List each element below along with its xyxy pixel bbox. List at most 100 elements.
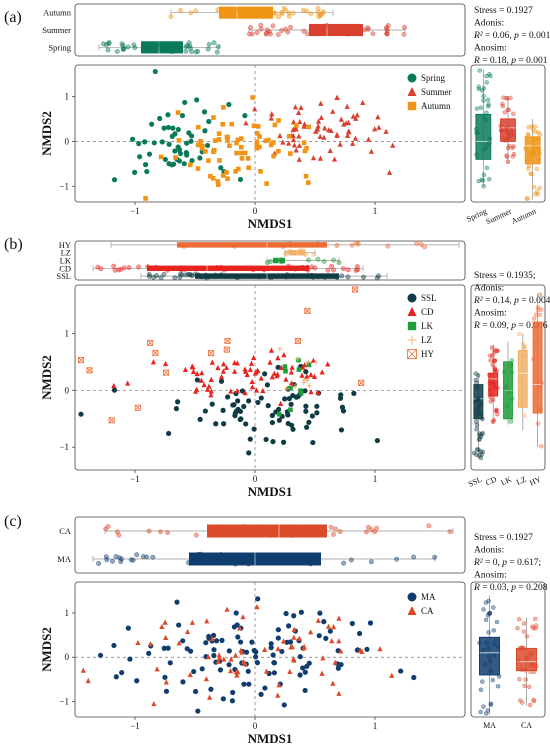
- point-Autumn: [266, 137, 271, 143]
- point-SSL: [374, 437, 380, 444]
- point-MA: [298, 609, 304, 615]
- point-MA: [146, 650, 152, 656]
- side-jitter-point: [473, 419, 479, 425]
- side-jitter-point: [484, 142, 489, 148]
- side-jitter-point: [493, 638, 498, 643]
- side-jitter-point: [522, 683, 527, 689]
- side-jitter-point: [538, 384, 543, 390]
- point-Autumn: [254, 139, 260, 145]
- jitter-point: [151, 274, 157, 280]
- side-tick-label: SSL: [467, 475, 483, 489]
- point-SSL: [173, 406, 180, 412]
- side-jitter-point: [530, 150, 536, 156]
- side-jitter-point: [509, 370, 515, 375]
- side-jitter-point: [502, 110, 508, 115]
- jitter-point: [290, 533, 295, 539]
- top-row-label: CA: [59, 526, 72, 536]
- y-tick-label: 1: [65, 91, 70, 101]
- jitter-point: [104, 557, 110, 563]
- box-Spring: [141, 41, 183, 54]
- stats-fragment: = 0.617;: [507, 558, 541, 568]
- point-HY: [223, 346, 230, 353]
- x-tick-label: 1: [373, 206, 378, 216]
- point-Autumn: [254, 143, 260, 148]
- side-jitter-point: [508, 419, 514, 424]
- stats-text: Stress = 0.1927 Adonis: R² = 0.06, p = 0.0…: [473, 6, 550, 66]
- side-jitter-point: [483, 600, 489, 605]
- point-Spring: [165, 112, 171, 118]
- side-jitter-point: [534, 166, 540, 172]
- point-MA: [270, 652, 276, 658]
- jitter-point: [384, 28, 390, 34]
- point-SSL: [175, 399, 181, 405]
- side-boxplot-frame: [470, 284, 546, 471]
- side-jitter-point: [491, 605, 496, 610]
- panel-c: (c) CA MA Stress = 0.1927 Adonis: R² = 0, p =…: [4, 513, 548, 746]
- point-MA: [211, 652, 217, 659]
- point-Autumn: [272, 122, 278, 128]
- point-CA: [331, 624, 337, 630]
- side-jitter-point: [505, 145, 511, 151]
- jitter-point: [218, 554, 224, 560]
- jitter-point: [103, 42, 109, 48]
- jitter-point: [215, 44, 221, 50]
- point-SSL: [282, 396, 288, 402]
- point-HY: [147, 339, 154, 346]
- point-MA: [113, 674, 119, 680]
- side-jitter-point: [479, 177, 484, 183]
- jitter-point: [103, 554, 109, 560]
- jitter-point: [256, 529, 262, 535]
- jitter-point: [340, 266, 346, 272]
- side-jitter-point: [506, 143, 512, 149]
- point-MA: [97, 652, 104, 658]
- point-Autumn: [236, 166, 241, 172]
- jitter-point: [333, 526, 339, 532]
- point-LK: [276, 411, 282, 417]
- point-MA: [134, 678, 140, 684]
- point-Summer: [286, 140, 292, 146]
- side-jitter-point: [520, 645, 525, 651]
- jitter-point: [286, 263, 291, 269]
- side-jitter-point: [516, 616, 522, 622]
- point-Autumn: [195, 166, 201, 171]
- point-MA: [213, 638, 220, 644]
- jitter-point: [114, 49, 120, 54]
- side-jitter-point: [494, 348, 500, 354]
- jitter-point: [208, 526, 214, 532]
- point-HY: [163, 369, 170, 376]
- point-Spring: [172, 148, 178, 154]
- side-jitter-point: [488, 358, 493, 363]
- point-SSL: [166, 430, 172, 437]
- point-Spring: [197, 155, 203, 161]
- jitter-point: [96, 561, 102, 566]
- stats-line: Adonis:: [474, 546, 504, 556]
- point-Summer: [354, 112, 360, 118]
- point-Autumn: [188, 162, 193, 168]
- side-jitter-point: [477, 640, 482, 646]
- jitter-point: [112, 267, 118, 273]
- top-row-label: MA: [57, 554, 72, 564]
- side-jitter-point: [491, 653, 497, 658]
- point-MA: [271, 670, 277, 676]
- jitter-point: [401, 31, 407, 37]
- jitter-point: [308, 11, 314, 17]
- point-Summer: [280, 139, 286, 145]
- y-axis-label: NMDS2: [39, 355, 54, 400]
- jitter-point: [158, 275, 164, 281]
- point-Summer: [345, 128, 352, 134]
- jitter-point: [173, 41, 179, 47]
- side-jitter-point: [473, 126, 479, 132]
- point-Spring: [181, 161, 187, 167]
- point-HY-d2: [208, 350, 214, 357]
- point-Summer: [318, 100, 324, 106]
- point-MA: [174, 599, 180, 605]
- point-MA: [226, 662, 232, 668]
- side-tick-label: Summer: [484, 207, 513, 227]
- side-jitter-point: [486, 598, 491, 604]
- side-jitter-point: [481, 93, 486, 99]
- side-jitter-point: [474, 422, 480, 428]
- jitter-point: [121, 45, 127, 51]
- jitter-point: [233, 561, 238, 567]
- point-CD: [220, 368, 226, 374]
- jitter-point: [345, 274, 351, 280]
